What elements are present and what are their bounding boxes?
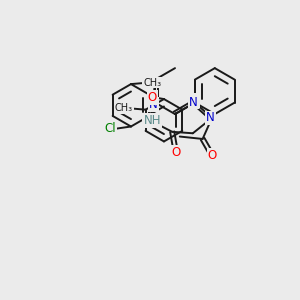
Text: N: N [149,98,158,111]
Text: CH₃: CH₃ [143,78,161,88]
Text: CH₃: CH₃ [115,103,133,113]
Text: Cl: Cl [105,122,116,135]
Text: NH: NH [143,114,161,127]
Text: N: N [206,112,215,124]
Text: O: O [208,149,217,162]
Text: O: O [171,146,180,159]
Text: N: N [189,95,198,109]
Text: O: O [148,91,157,104]
Text: N: N [190,94,199,107]
